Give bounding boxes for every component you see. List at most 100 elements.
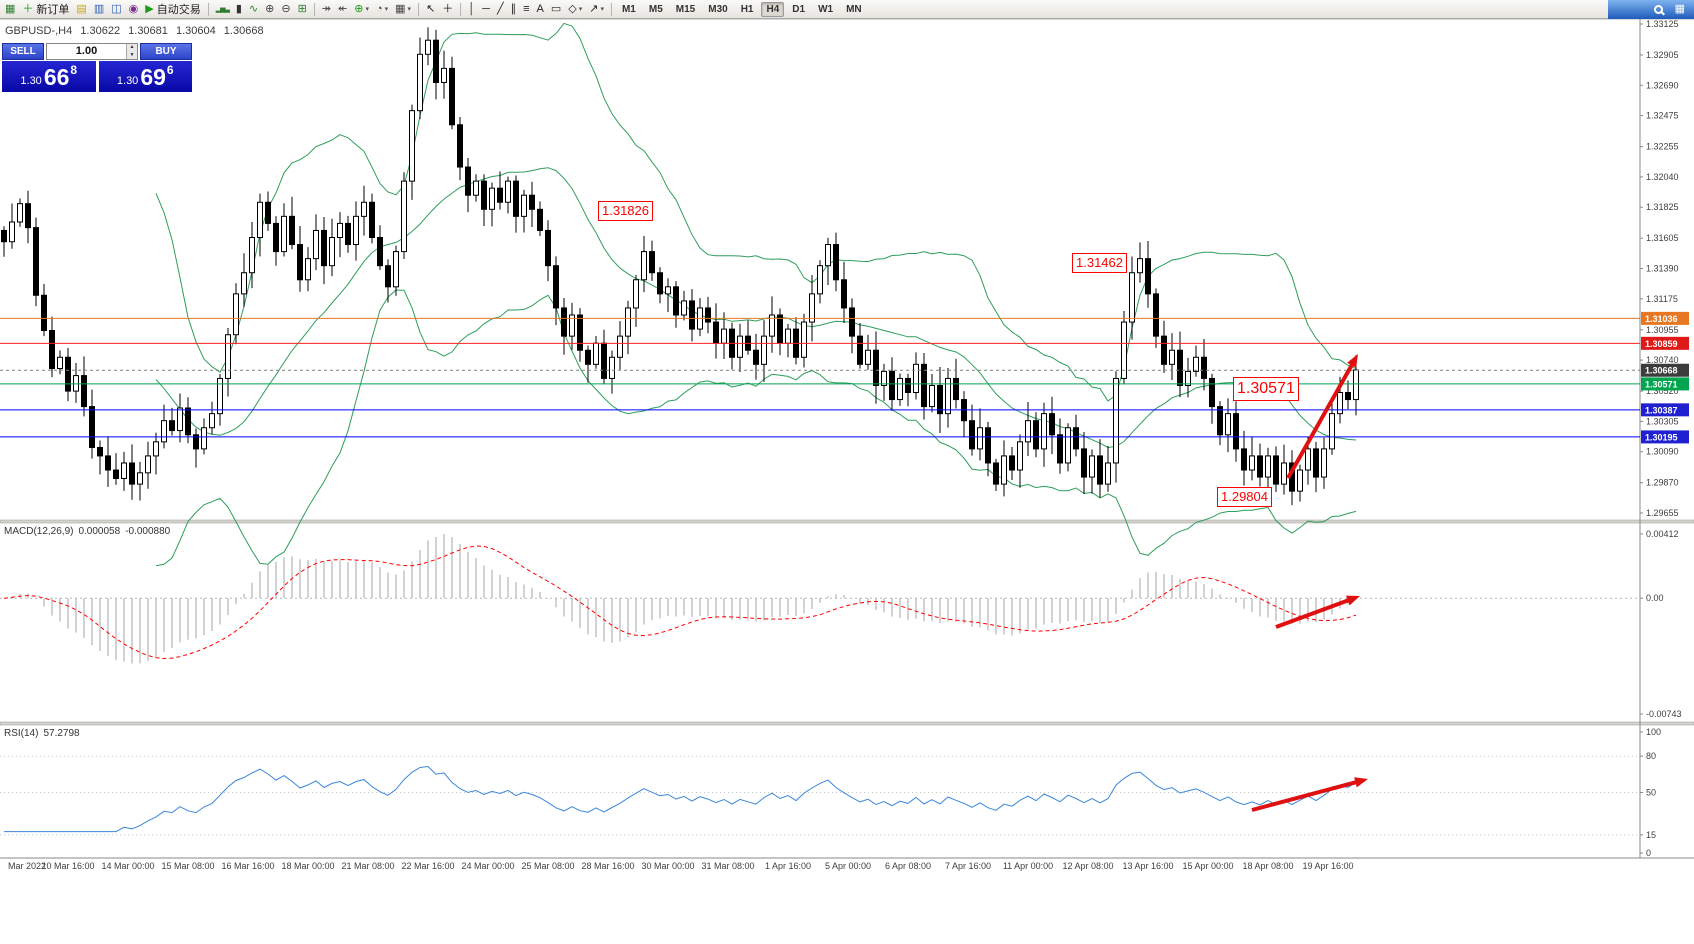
indicators-button[interactable]: ⊕ ▾	[354, 2, 369, 15]
data-window-icon[interactable]: ◫	[111, 2, 122, 15]
symbol-period-label: GBPUSD-,H4	[5, 25, 73, 37]
open-value: 1.30622	[80, 25, 121, 37]
rsi-value: 57.2798	[43, 728, 80, 739]
timeframe-m15[interactable]: M15	[675, 3, 696, 15]
candlestick-chart-type-icon[interactable]: ▮	[235, 2, 242, 15]
macd-indicator-label: MACD(12,26,9) 0.000058 -0.000880	[4, 526, 175, 537]
chart-shift-icon[interactable]: ↞	[338, 2, 348, 15]
svg-text:1.31825: 1.31825	[1646, 202, 1679, 212]
sell-button[interactable]: SELL	[2, 43, 44, 60]
svg-text:24 Mar 00:00: 24 Mar 00:00	[461, 861, 514, 871]
svg-text:1.32255: 1.32255	[1646, 142, 1679, 152]
timeframe-h4[interactable]: H4	[761, 1, 785, 17]
svg-text:16 Mar 16:00: 16 Mar 16:00	[221, 861, 274, 871]
search-icon[interactable]	[1653, 5, 1663, 14]
svg-text:0: 0	[1646, 848, 1651, 858]
chart-ohlc-header: GBPUSD-,H4 1.30622 1.30681 1.30604 1.306…	[5, 25, 269, 37]
profiles-icon[interactable]: ▤	[76, 2, 87, 15]
volume-value[interactable]: 1.00	[75, 45, 98, 57]
svg-text:7 Apr 16:00: 7 Apr 16:00	[945, 861, 991, 871]
svg-text:Mar 2022: Mar 2022	[8, 861, 46, 871]
timeframe-mn[interactable]: MN	[846, 3, 862, 15]
chart-window-icon[interactable]: ▦	[5, 2, 16, 15]
svg-text:50: 50	[1646, 788, 1656, 798]
svg-text:100: 100	[1646, 727, 1661, 737]
periods-button[interactable]: ◔ ▾	[375, 2, 389, 15]
navigator-icon[interactable]: ◉	[128, 2, 139, 15]
cursor-icon[interactable]: ↖	[426, 2, 436, 15]
buy-price-display[interactable]: 1.30 69 6	[98, 61, 192, 92]
svg-text:1.33125: 1.33125	[1646, 19, 1679, 29]
svg-text:18 Mar 00:00: 18 Mar 00:00	[281, 861, 334, 871]
svg-text:13 Apr 16:00: 13 Apr 16:00	[1122, 861, 1173, 871]
dropdown-arrow-icon: ▾	[365, 6, 369, 13]
timeframe-m1[interactable]: M1	[621, 3, 636, 15]
toolbar: ▦ ＋新订单 ▤ ▥ ◫ ◉ ▶ 自动交易 ▂▅▃ ▮ ∿ ⊕ ⊖ ⊞ ↠ ↞ ⊕ ▾ ◔ ▾ ▦ ▾ ↖ ＋ │ ─ ╱ ∥ ≡ A ▭ ◇…	[0, 0, 1694, 19]
equidistant-channel-icon[interactable]: ∥	[510, 2, 517, 15]
svg-text:1.31036: 1.31036	[1645, 314, 1678, 324]
text-icon[interactable]: A	[536, 2, 544, 15]
timeframe-w1[interactable]: W1	[818, 3, 834, 15]
svg-text:10 Mar 16:00: 10 Mar 16:00	[41, 861, 94, 871]
macd-main-value: 0.000058	[78, 526, 121, 537]
tile-windows-icon[interactable]: ⊞	[297, 2, 307, 15]
price-annotation[interactable]: 1.29804	[1217, 487, 1272, 507]
price-annotation[interactable]: 1.31462	[1072, 253, 1127, 273]
svg-text:21 Mar 08:00: 21 Mar 08:00	[341, 861, 394, 871]
horizontal-line-icon[interactable]: ─	[482, 2, 490, 15]
svg-text:0.00: 0.00	[1646, 593, 1664, 603]
grid-icon[interactable]: ▦	[1674, 3, 1685, 15]
svg-text:1.30859: 1.30859	[1645, 339, 1678, 349]
toolbar-separator	[418, 2, 420, 16]
market-watch-icon[interactable]: ▥	[93, 2, 105, 15]
fibonacci-icon[interactable]: ≡	[523, 2, 530, 15]
price-annotation[interactable]: 1.30571	[1233, 377, 1299, 401]
svg-text:19 Apr 16:00: 19 Apr 16:00	[1302, 861, 1353, 871]
arrows-button[interactable]: ↗ ▾	[589, 2, 604, 15]
svg-text:18 Apr 08:00: 18 Apr 08:00	[1242, 861, 1293, 871]
svg-text:1.30520: 1.30520	[1646, 386, 1679, 396]
price-annotation[interactable]: 1.31826	[598, 201, 653, 221]
one-click-trading-panel: SELL 1.00 ▲ ▼ BUY 1.30 66 8 1.30 69 6	[2, 43, 192, 92]
timeframe-m30[interactable]: M30	[708, 3, 728, 15]
sell-price-display[interactable]: 1.30 66 8	[2, 61, 96, 92]
buy-price-big: 69	[140, 64, 166, 90]
zoom-out-icon[interactable]: ⊖	[281, 2, 291, 15]
timeframe-d1[interactable]: D1	[792, 3, 806, 15]
stepper-up-icon[interactable]: ▲	[127, 44, 137, 52]
auto-scroll-icon[interactable]: ↠	[321, 2, 332, 15]
timeframe-h1[interactable]: H1	[740, 3, 754, 15]
svg-text:1.30305: 1.30305	[1646, 416, 1679, 426]
trendline-icon[interactable]: ╱	[496, 2, 504, 15]
toolbar-search-area: ▦	[1608, 0, 1694, 19]
crosshair-icon[interactable]: ＋	[442, 2, 454, 15]
svg-text:1.32040: 1.32040	[1646, 172, 1679, 182]
autotrading-button[interactable]: ▶ 自动交易	[145, 2, 201, 17]
buy-button[interactable]: BUY	[140, 43, 192, 60]
svg-text:1.32475: 1.32475	[1646, 111, 1679, 121]
volume-stepper[interactable]: ▲ ▼	[126, 44, 137, 59]
timeframe-m5[interactable]: M5	[648, 3, 663, 15]
stepper-down-icon[interactable]: ▼	[127, 51, 137, 59]
text-label-icon[interactable]: ▭	[550, 2, 562, 15]
svg-text:22 Mar 16:00: 22 Mar 16:00	[401, 861, 454, 871]
line-chart-type-icon[interactable]: ∿	[248, 2, 259, 15]
sell-price-prefix: 1.30	[20, 75, 42, 87]
zoom-in-icon[interactable]: ⊕	[265, 2, 275, 15]
templates-button[interactable]: ▦ ▾	[395, 2, 412, 15]
bar-chart-type-icon[interactable]: ▂▅▃	[215, 5, 230, 13]
vertical-line-icon[interactable]: │	[468, 2, 476, 15]
svg-text:1.31390: 1.31390	[1646, 264, 1679, 274]
svg-text:-0.00743: -0.00743	[1646, 709, 1682, 719]
rsi-name: RSI(14)	[4, 728, 39, 739]
shapes-button[interactable]: ◇ ▾	[568, 2, 583, 15]
new-order-button[interactable]: ＋新订单	[22, 2, 70, 17]
svg-text:1.31175: 1.31175	[1646, 294, 1678, 304]
volume-input[interactable]: 1.00 ▲ ▼	[46, 43, 138, 60]
buy-price-prefix: 1.30	[116, 75, 139, 87]
toolbar-separator	[207, 2, 209, 16]
svg-text:1.29655: 1.29655	[1646, 508, 1679, 518]
svg-text:1.31605: 1.31605	[1646, 233, 1679, 243]
